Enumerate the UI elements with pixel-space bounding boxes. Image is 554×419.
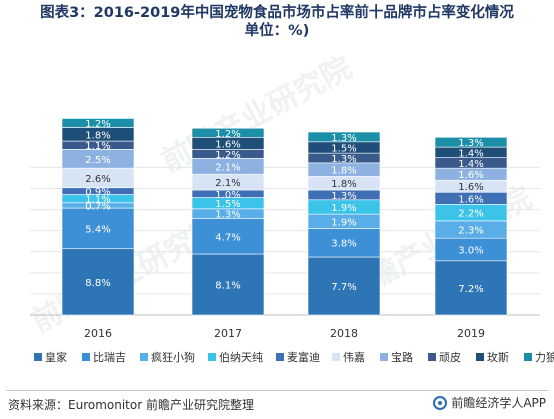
x-tick-label: 2016: [84, 327, 112, 340]
stacked-bar-chart: 8.8%5.4%0.7%1.1%0.9%2.6%2.5%1.1%1.8%1.2%…: [30, 118, 554, 364]
bar-segment: [61, 248, 135, 316]
data-label: 2.2%: [458, 209, 483, 220]
legend-label: 伯纳天纯: [219, 350, 263, 364]
data-label: 0.7%: [85, 201, 110, 212]
data-label: 1.2%: [215, 150, 240, 161]
legend-swatch: [34, 353, 42, 361]
legend-label: 顽皮: [439, 351, 461, 364]
legend-swatch: [428, 353, 436, 361]
data-label: 1.8%: [85, 130, 110, 141]
bar-segment: [191, 127, 265, 138]
legend-label: 玫斯: [487, 350, 509, 364]
data-label: 1.1%: [85, 195, 110, 206]
legend-label: 宝路: [391, 350, 413, 364]
data-label: 1.1%: [85, 141, 110, 152]
chart-title-line2: 单位：%): [244, 23, 310, 39]
legend-label: 比瑞吉: [93, 350, 126, 364]
data-label: 1.5%: [331, 143, 356, 154]
legend-swatch: [524, 353, 532, 361]
data-label: 8.1%: [215, 281, 240, 292]
source-note: 资料来源：Euromonitor 前瞻产业研究院整理: [8, 398, 254, 412]
data-label: 2.1%: [215, 178, 240, 189]
legend-swatch: [276, 353, 284, 361]
x-tick-label: 2017: [214, 327, 242, 340]
data-label: 1.6%: [458, 170, 483, 181]
brand-logo-icon: [433, 395, 448, 410]
data-label: 1.3%: [331, 154, 356, 165]
legend-label: 疯狂小狗: [151, 350, 195, 364]
x-tick-label: 2018: [330, 327, 358, 340]
data-label: 7.2%: [458, 284, 483, 295]
data-label: 1.3%: [458, 138, 483, 149]
legend-label: 力狼: [535, 350, 554, 364]
legend-label: 伟嘉: [343, 350, 365, 364]
bar-segment: [191, 218, 265, 255]
chart-title-line1: 图表3：2016-2019年中国宠物食品市场市占率前十品牌市占率变化情况: [40, 5, 514, 21]
x-tick-label: 2019: [457, 327, 485, 340]
legend-swatch: [82, 353, 90, 361]
legend-label: 皇家: [45, 350, 67, 364]
footer-divider: [6, 390, 548, 391]
data-label: 2.1%: [215, 162, 240, 173]
data-label: 3.8%: [331, 239, 356, 250]
data-label: 1.3%: [331, 133, 356, 144]
data-label: 1.4%: [458, 148, 483, 159]
legend-swatch: [380, 353, 388, 361]
data-label: 2.6%: [85, 174, 110, 185]
data-label: 5.4%: [85, 224, 110, 235]
brand-label: 前瞻经济学人APP: [451, 396, 546, 410]
data-label: 1.3%: [215, 210, 240, 221]
data-label: 1.2%: [85, 119, 110, 130]
data-label: 7.7%: [331, 282, 356, 293]
data-label: 1.9%: [331, 217, 356, 228]
bar-segment: [307, 256, 381, 316]
data-label: 1.6%: [458, 182, 483, 193]
data-label: 1.8%: [331, 179, 356, 190]
data-label: 4.7%: [215, 232, 240, 243]
legend-swatch: [332, 353, 340, 361]
data-label: 1.4%: [458, 159, 483, 170]
data-label: 2.5%: [85, 155, 110, 166]
bar-segment: [434, 136, 508, 148]
data-label: 1.0%: [215, 190, 240, 201]
data-label: 3.0%: [458, 245, 483, 256]
data-label: 1.9%: [331, 203, 356, 214]
brand-mark: 前瞻经济学人APP: [433, 394, 546, 411]
bar-segment: [191, 253, 265, 316]
data-label: 1.6%: [458, 194, 483, 205]
data-label: 1.5%: [215, 199, 240, 210]
data-label: 1.6%: [215, 139, 240, 150]
data-label: 2.3%: [458, 226, 483, 237]
data-label: 0.9%: [85, 187, 110, 198]
data-label: 1.3%: [331, 191, 356, 202]
bar-segment: [61, 207, 135, 250]
legend-swatch: [208, 353, 216, 361]
data-label: 8.8%: [85, 278, 110, 289]
chart-title: 图表3：2016-2019年中国宠物食品市场市占率前十品牌市占率变化情况 单位：…: [0, 4, 554, 40]
data-label: 1.8%: [331, 166, 356, 177]
data-label: 1.2%: [215, 129, 240, 140]
bar-segment: [61, 118, 135, 128]
legend-swatch: [140, 353, 148, 361]
bar-segment: [307, 228, 381, 258]
bar-segment: [434, 260, 508, 316]
legend-label: 麦富迪: [287, 350, 320, 364]
legend-swatch: [476, 353, 484, 361]
bar-segment: [307, 131, 381, 143]
